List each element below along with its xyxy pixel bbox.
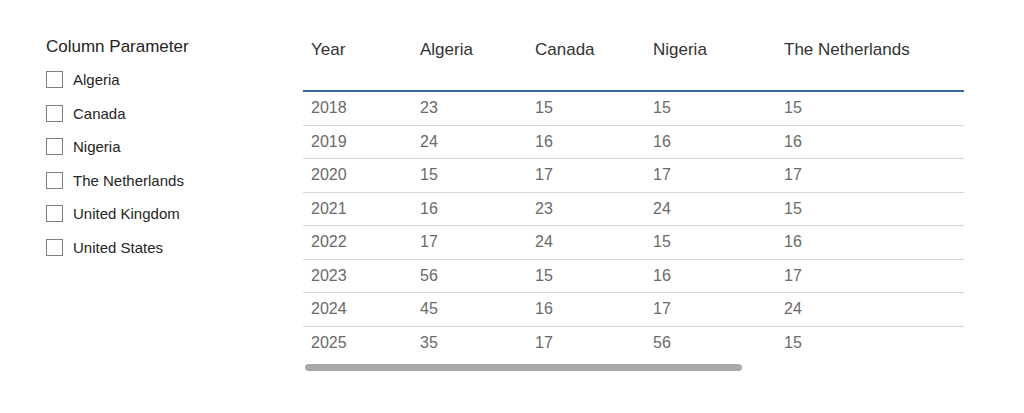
checkbox-icon[interactable] bbox=[46, 172, 63, 189]
slicer-item-label: Nigeria bbox=[73, 138, 121, 155]
table-cell: 56 bbox=[645, 326, 776, 356]
slicer-item-united-kingdom[interactable]: United Kingdom bbox=[46, 197, 276, 231]
table-row-2019: 2019241616161 bbox=[303, 125, 964, 159]
column-header-algeria[interactable]: Algeria bbox=[412, 33, 527, 91]
table-row-2020: 2020151717171 bbox=[303, 159, 964, 193]
table-cell: 2019 bbox=[303, 125, 412, 159]
slicer-item-list: Algeria Canada Nigeria The Netherlands Unite… bbox=[46, 63, 276, 264]
table-cell: 17 bbox=[776, 159, 964, 193]
table-cell: 16 bbox=[527, 125, 645, 159]
table-row-2023: 2023561516171 bbox=[303, 259, 964, 293]
checkbox-icon[interactable] bbox=[46, 105, 63, 122]
table-cell: 15 bbox=[527, 259, 645, 293]
column-header-the-netherlands[interactable]: The Netherlands bbox=[776, 33, 964, 91]
table-cell: 2018 bbox=[303, 91, 412, 125]
table-cell: 16 bbox=[527, 293, 645, 327]
table-cell: 16 bbox=[412, 192, 527, 226]
table-cell: 15 bbox=[645, 226, 776, 260]
table-cell: 16 bbox=[776, 226, 964, 260]
checkbox-icon[interactable] bbox=[46, 239, 63, 256]
table-cell: 23 bbox=[527, 192, 645, 226]
slicer-item-algeria[interactable]: Algeria bbox=[46, 63, 276, 97]
table-cell: 17 bbox=[527, 326, 645, 356]
table-cell: 17 bbox=[776, 259, 964, 293]
table-row-2021: 2021162324151 bbox=[303, 192, 964, 226]
table-cell: 15 bbox=[776, 192, 964, 226]
table-cell: 24 bbox=[412, 125, 527, 159]
checkbox-icon[interactable] bbox=[46, 71, 63, 88]
slicer-item-label: United States bbox=[73, 239, 163, 256]
slicer-item-the-netherlands[interactable]: The Netherlands bbox=[46, 164, 276, 198]
table-cell: 2024 bbox=[303, 293, 412, 327]
table-cell: 15 bbox=[645, 91, 776, 125]
table-cell: 15 bbox=[776, 326, 964, 356]
table-row-2025: 2025351756154 bbox=[303, 326, 964, 356]
table-cell: 15 bbox=[776, 91, 964, 125]
table-cell: 17 bbox=[527, 159, 645, 193]
table-cell: 2025 bbox=[303, 326, 412, 356]
table-cell: 45 bbox=[412, 293, 527, 327]
table-cell: 56 bbox=[412, 259, 527, 293]
slicer-item-label: Canada bbox=[73, 105, 126, 122]
checkbox-icon[interactable] bbox=[46, 205, 63, 222]
table-row-2022: 2022172415161 bbox=[303, 226, 964, 260]
table-header-row: YearAlgeriaCanadaNigeriaThe NetherlandsU bbox=[303, 33, 964, 91]
slicer-item-label: The Netherlands bbox=[73, 172, 184, 189]
table-cell: 17 bbox=[412, 226, 527, 260]
slicer-title: Column Parameter bbox=[46, 37, 276, 57]
table-cell: 23 bbox=[412, 91, 527, 125]
column-header-canada[interactable]: Canada bbox=[527, 33, 645, 91]
table-row-2024: 2024451617245 bbox=[303, 293, 964, 327]
data-table: YearAlgeriaCanadaNigeriaThe NetherlandsU… bbox=[303, 33, 964, 356]
slicer-item-nigeria[interactable]: Nigeria bbox=[46, 130, 276, 164]
table-cell: 17 bbox=[645, 159, 776, 193]
report-canvas: Column Parameter AlgeriaCanadaNigeriaThe… bbox=[0, 0, 1024, 413]
table-cell: 17 bbox=[645, 293, 776, 327]
horizontal-scrollbar-thumb[interactable] bbox=[305, 364, 742, 371]
table-cell: 2022 bbox=[303, 226, 412, 260]
slicer-item-canada[interactable]: Canada bbox=[46, 97, 276, 131]
table-cell: 15 bbox=[527, 91, 645, 125]
table-cell: 2020 bbox=[303, 159, 412, 193]
table-cell: 35 bbox=[412, 326, 527, 356]
slicer-item-label: Algeria bbox=[73, 71, 120, 88]
checkbox-icon[interactable] bbox=[46, 138, 63, 155]
column-parameter-slicer: Column Parameter Algeria Canada Nigeria The… bbox=[46, 37, 276, 264]
slicer-item-label: United Kingdom bbox=[73, 205, 180, 222]
table-visual: YearAlgeriaCanadaNigeriaThe NetherlandsU… bbox=[303, 33, 964, 356]
table-cell: 24 bbox=[645, 192, 776, 226]
table-row-2018: 2018231515151 bbox=[303, 91, 964, 125]
table-cell: 15 bbox=[412, 159, 527, 193]
slicer-item-united-states[interactable]: United States bbox=[46, 231, 276, 265]
table-cell: 2023 bbox=[303, 259, 412, 293]
table-cell: 24 bbox=[776, 293, 964, 327]
table-cell: 2021 bbox=[303, 192, 412, 226]
table-cell: 16 bbox=[645, 125, 776, 159]
table-cell: 16 bbox=[645, 259, 776, 293]
column-header-nigeria[interactable]: Nigeria bbox=[645, 33, 776, 91]
table-cell: 16 bbox=[776, 125, 964, 159]
table-cell: 24 bbox=[527, 226, 645, 260]
column-header-year[interactable]: Year bbox=[303, 33, 412, 91]
